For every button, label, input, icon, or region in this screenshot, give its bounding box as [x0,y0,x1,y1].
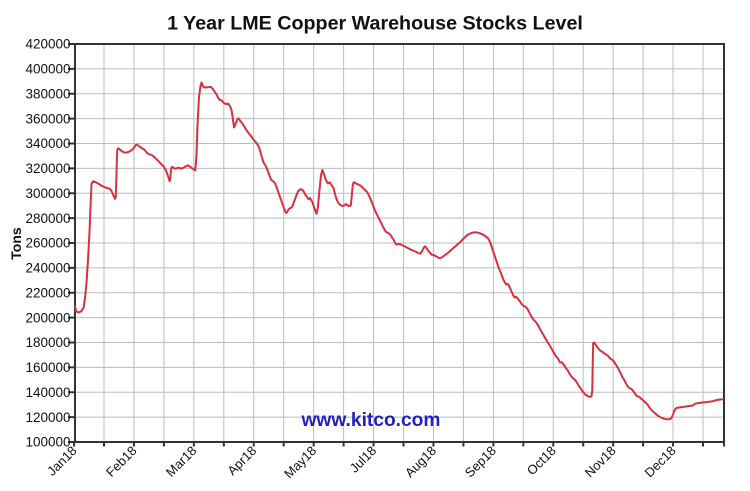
svg-text:180000: 180000 [25,335,70,350]
svg-text:www.kitco.com: www.kitco.com [301,410,441,431]
svg-text:100000: 100000 [25,435,70,450]
svg-text:200000: 200000 [25,310,70,325]
svg-text:340000: 340000 [25,136,70,151]
svg-text:160000: 160000 [25,360,70,375]
svg-text:280000: 280000 [25,211,70,226]
svg-text:380000: 380000 [25,86,70,101]
svg-text:400000: 400000 [25,62,70,77]
svg-text:360000: 360000 [25,111,70,126]
svg-text:420000: 420000 [25,37,70,52]
svg-text:Tons: Tons [8,227,24,260]
svg-text:240000: 240000 [25,261,70,276]
svg-text:320000: 320000 [25,161,70,176]
svg-text:260000: 260000 [25,236,70,251]
svg-text:300000: 300000 [25,186,70,201]
svg-text:220000: 220000 [25,285,70,300]
svg-text:140000: 140000 [25,385,70,400]
svg-text:1 Year LME Copper Warehouse St: 1 Year LME Copper Warehouse Stocks Level [167,13,583,35]
svg-text:120000: 120000 [25,410,70,425]
